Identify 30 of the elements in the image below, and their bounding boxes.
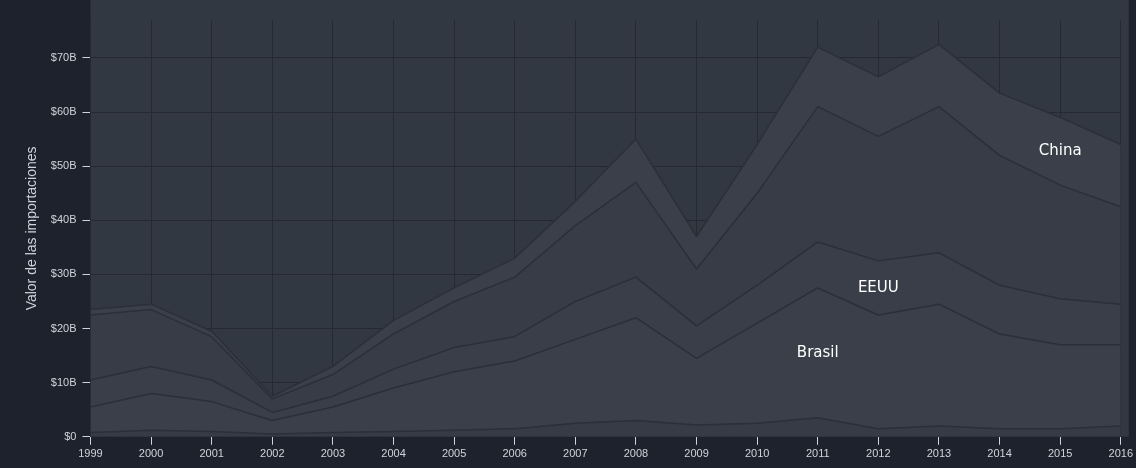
series-label: China xyxy=(1038,141,1082,160)
x-tick-label: 2014 xyxy=(987,447,1012,460)
x-tick-label: 1999 xyxy=(78,447,103,460)
y-tick-label: $10B xyxy=(50,375,77,388)
x-tick-label: 2003 xyxy=(320,447,346,460)
x-tick-label: 2009 xyxy=(684,447,709,460)
x-tick-label: 2010 xyxy=(744,447,770,460)
x-tick-label: 2008 xyxy=(623,447,649,460)
x-tick-label: 2001 xyxy=(199,447,224,460)
x-tick-label: 2002 xyxy=(260,447,285,460)
x-tick-label: 2012 xyxy=(866,447,891,460)
y-tick-label: $30B xyxy=(50,267,77,280)
x-tick-label: 2006 xyxy=(502,447,527,460)
y-tick-label: $60B xyxy=(50,105,77,118)
y-axis-title: Valor de las importaciones xyxy=(23,146,40,311)
y-tick-label: $40B xyxy=(50,213,77,226)
x-tick-label: 2013 xyxy=(926,447,952,460)
x-tick-label: 2005 xyxy=(441,447,467,460)
x-tick-label: 2015 xyxy=(1047,447,1073,460)
y-tick-label: $50B xyxy=(50,159,77,172)
x-tick-label: 2011 xyxy=(805,447,830,460)
y-tick-label: $0 xyxy=(64,429,77,442)
x-tick-label: 2000 xyxy=(138,447,164,460)
x-tick-label: 2004 xyxy=(381,447,406,460)
x-tick-label: 2016 xyxy=(1108,447,1134,460)
series-label: EEUU xyxy=(857,277,899,296)
y-tick-label: $20B xyxy=(50,321,77,334)
x-tick-label: 2007 xyxy=(563,447,588,460)
y-tick-label: $70B xyxy=(50,50,77,63)
series-label: Brasil xyxy=(796,342,839,361)
